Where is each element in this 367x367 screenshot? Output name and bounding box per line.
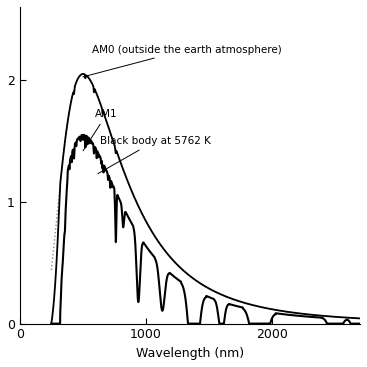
- Text: AM1: AM1: [83, 109, 118, 151]
- Text: AM0 (outside the earth atmosphere): AM0 (outside the earth atmosphere): [83, 44, 281, 77]
- Text: Black body at 5762 K: Black body at 5762 K: [98, 136, 211, 174]
- X-axis label: Wavelength (nm): Wavelength (nm): [136, 347, 244, 360]
